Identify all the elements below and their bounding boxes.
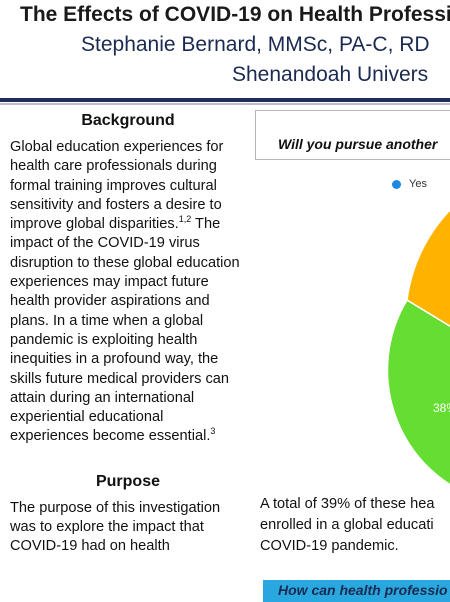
- results-text: A total of 39% of these hea enrolled in …: [260, 494, 450, 557]
- poster-header: The Effects of COVID-19 on Health Profes…: [0, 0, 450, 98]
- section-banner-title: How can health professio: [278, 582, 448, 598]
- poster-title: The Effects of COVID-19 on Health Profes…: [20, 3, 450, 26]
- results-line-3: COVID-19 pandemic.: [260, 538, 399, 554]
- background-ref-2: 3: [210, 426, 216, 437]
- survey-question: Will you pursue another: [278, 136, 438, 152]
- section-banner: [263, 580, 450, 602]
- poster-authors: Stephanie Bernard, MMSc, PA-C, RD: [81, 33, 430, 56]
- purpose-heading: Purpose: [95, 472, 160, 490]
- question-box: [255, 110, 450, 160]
- legend-yes-swatch: [392, 180, 401, 189]
- background-ref-1: 1,2: [178, 214, 192, 225]
- pie-slice-label: 38%: [433, 401, 450, 415]
- background-body-2: The impact of the COVID-19 virus disrupt…: [10, 216, 240, 445]
- background-body: Global education experiences for health …: [10, 139, 224, 233]
- background-text: Global education experiences for health …: [10, 138, 246, 447]
- results-line-2: enrolled in a global educati: [260, 517, 434, 533]
- legend-yes-label: Yes: [409, 178, 427, 190]
- poster-affiliation: Shenandoah Univers: [232, 63, 429, 86]
- pie-slice-green: [386, 298, 450, 486]
- header-divider-shadow: [0, 103, 450, 105]
- results-line-1: A total of 39% of these hea: [260, 496, 435, 512]
- header-divider: [0, 98, 450, 102]
- background-heading: Background: [81, 112, 175, 129]
- left-column: Background Global education experiences …: [10, 112, 246, 557]
- pie-slice-orange: [406, 208, 450, 328]
- purpose-text: The purpose of this investigation was to…: [10, 499, 221, 555]
